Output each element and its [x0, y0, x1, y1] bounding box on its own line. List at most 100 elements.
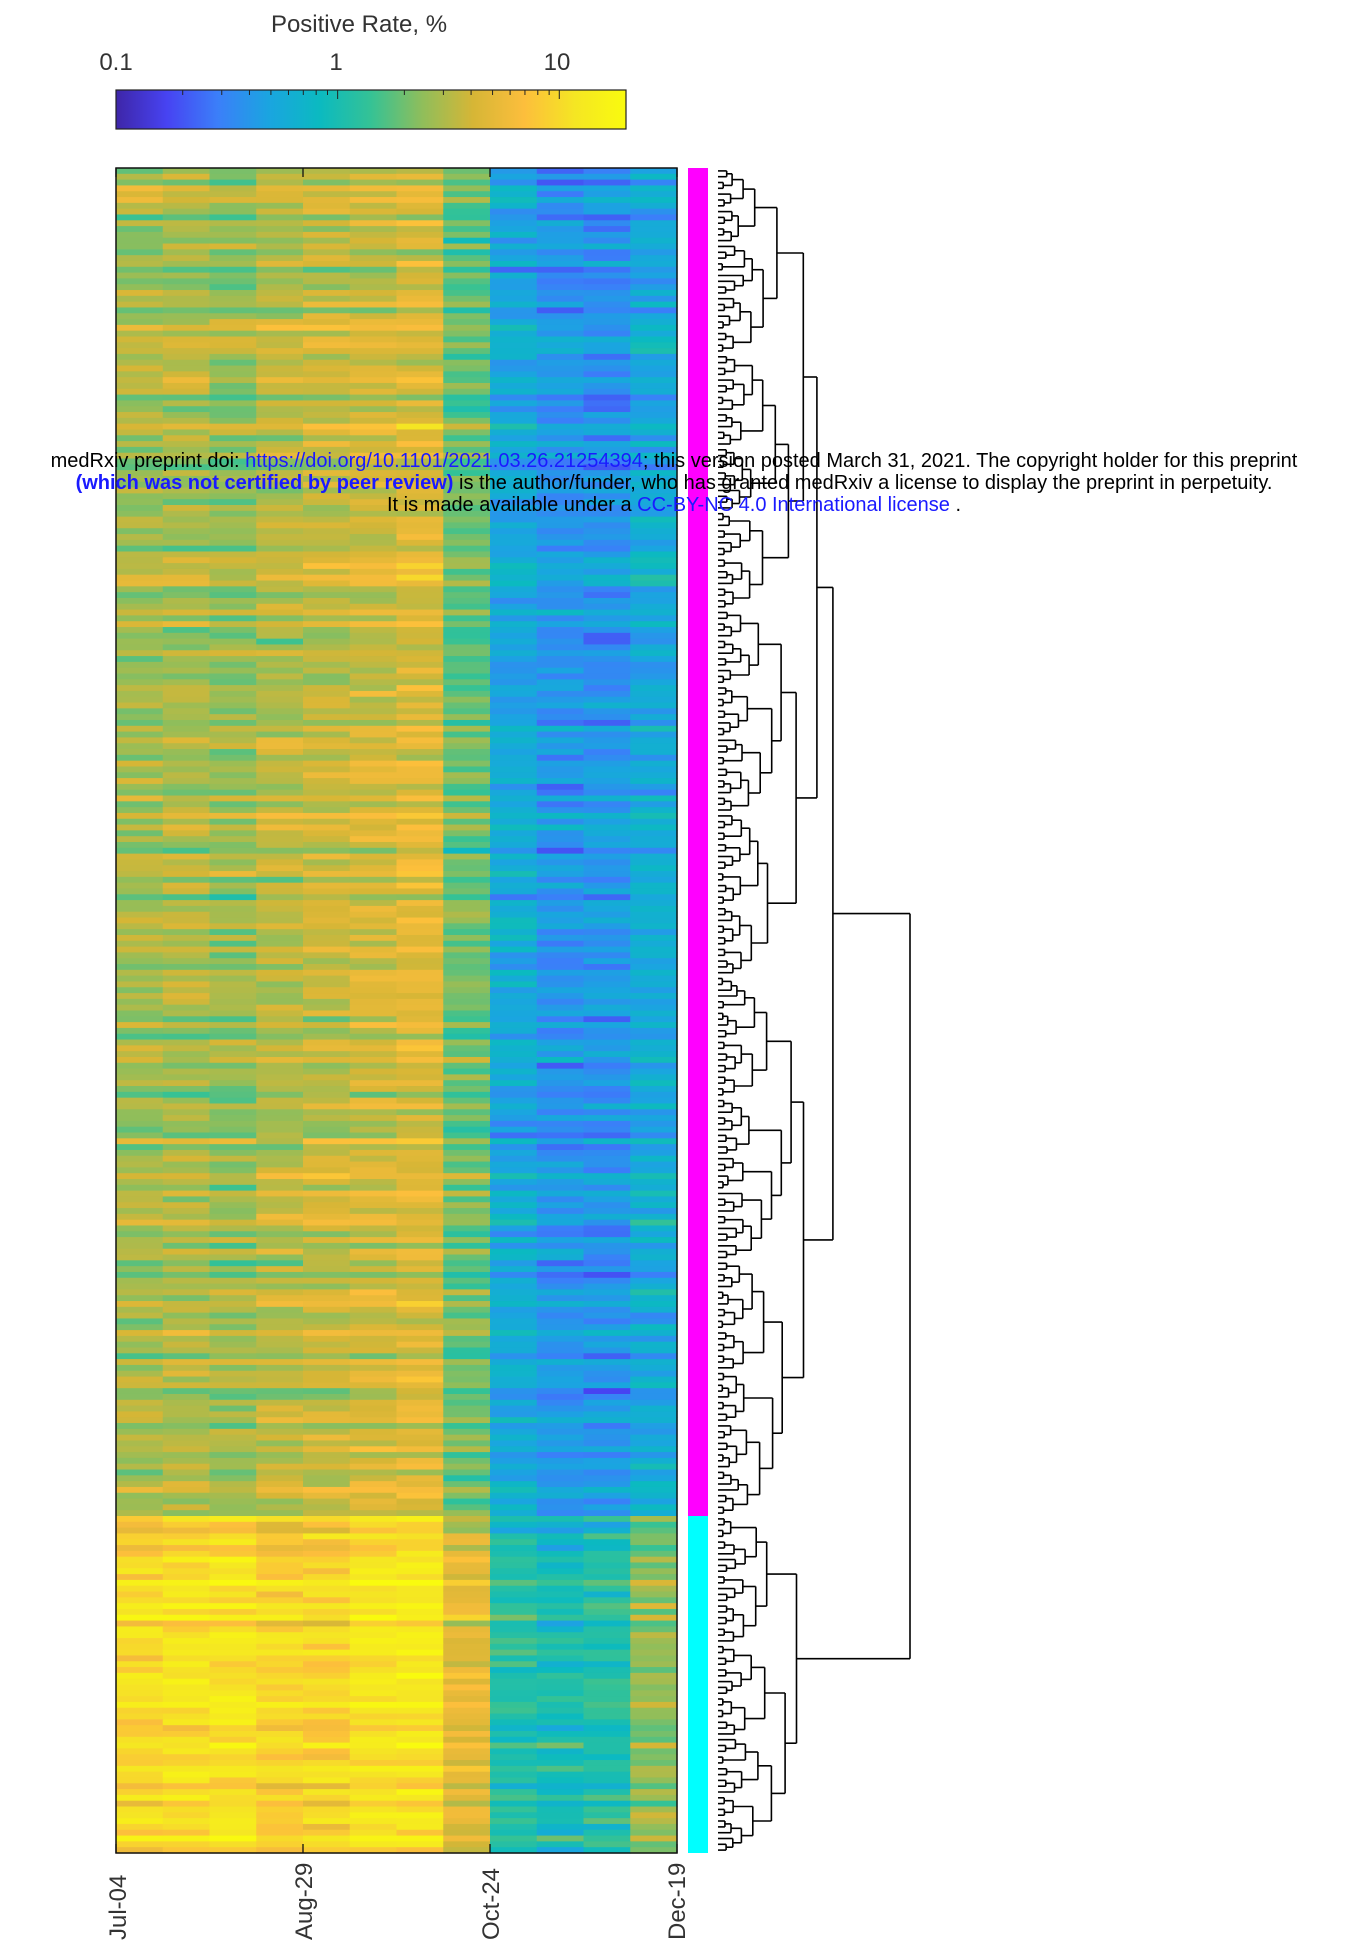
heatmap-cell	[536, 1109, 585, 1116]
heatmap-cell	[209, 423, 257, 431]
heatmap-cell	[583, 1208, 631, 1215]
heatmap-cell	[256, 1556, 304, 1564]
heatmap-cell	[396, 580, 444, 587]
heatmap-cell	[303, 1335, 351, 1343]
heatmap-cell	[349, 708, 398, 715]
heatmap-cell	[209, 1812, 257, 1819]
heatmap-cell	[490, 441, 538, 448]
heatmap-cell	[116, 1033, 164, 1041]
heatmap-cell	[630, 394, 678, 402]
heatmap-cell	[536, 807, 585, 814]
heatmap-cell	[349, 714, 398, 721]
heatmap-cell	[396, 737, 444, 744]
heatmap-cell	[116, 586, 164, 593]
heatmap-cell	[396, 690, 444, 698]
heatmap-cell	[583, 1597, 631, 1604]
heatmap-cell	[209, 667, 257, 675]
heatmap-cell	[116, 1306, 164, 1314]
heatmap-cell	[162, 714, 211, 721]
heatmap-cell	[303, 1771, 351, 1779]
heatmap-cell	[162, 441, 211, 448]
heatmap-cell	[209, 1237, 257, 1244]
heatmap-cell	[396, 801, 444, 808]
heatmap-cell	[396, 708, 444, 715]
heatmap-cell	[349, 1777, 398, 1784]
heatmap-cell	[349, 1760, 398, 1767]
heatmap-cell	[443, 1068, 491, 1076]
heatmap-cell	[443, 400, 491, 407]
heatmap-cell	[536, 1138, 585, 1145]
heatmap-cell	[583, 1004, 631, 1012]
heatmap-cell	[116, 627, 164, 634]
heatmap-cell	[209, 876, 257, 884]
license-link[interactable]: CC-BY-NC 4.0 International license	[637, 494, 950, 516]
heatmap-cell	[256, 766, 304, 773]
heatmap-cell	[256, 964, 304, 971]
heatmap-cell	[303, 539, 351, 547]
heatmap-cell	[256, 1370, 304, 1378]
heatmap-cell	[162, 1463, 211, 1471]
heatmap-cell	[536, 1701, 585, 1709]
heatmap-cell	[256, 412, 304, 419]
heatmap-cell	[583, 522, 631, 529]
heatmap-cell	[490, 1754, 538, 1761]
heatmap-cell	[630, 969, 678, 977]
heatmap-cell	[303, 1161, 351, 1168]
heatmap-cell	[583, 1684, 631, 1691]
heatmap-cell	[630, 987, 678, 994]
heatmap-cell	[349, 1051, 398, 1058]
heatmap-cell	[162, 1103, 211, 1110]
heatmap-cell	[303, 1812, 351, 1819]
heatmap-cell	[630, 923, 678, 930]
doi-link[interactable]: https://doi.org/10.1101/2021.03.26.21254…	[245, 450, 643, 472]
heatmap-cell	[536, 1521, 585, 1529]
heatmap-cell	[536, 1393, 585, 1401]
heatmap-cell	[443, 220, 491, 227]
heatmap-cell	[209, 1591, 257, 1598]
heatmap-cell	[583, 324, 631, 332]
heatmap-cell	[630, 778, 678, 785]
heatmap-cell	[209, 981, 257, 988]
heatmap-cell	[443, 1208, 491, 1215]
heatmap-cell	[162, 603, 211, 611]
heatmap-cell	[443, 382, 491, 390]
heatmap-cell	[256, 1173, 304, 1180]
heatmap-cell	[303, 1498, 351, 1505]
heatmap-cell	[443, 307, 491, 314]
heatmap-cell	[536, 1486, 585, 1494]
heatmap-cell	[443, 1446, 491, 1453]
heatmap-cell	[396, 1597, 444, 1604]
heatmap-cell	[630, 1533, 678, 1540]
heatmap-cell	[536, 214, 585, 221]
heatmap-cell	[490, 789, 538, 797]
heatmap-cell	[583, 1539, 631, 1546]
heatmap-cell	[396, 1347, 444, 1354]
heatmap-cell	[443, 824, 491, 831]
heatmap-cell	[443, 534, 491, 541]
heatmap-cell	[443, 353, 491, 361]
heatmap-cell	[583, 1725, 631, 1732]
heatmap-cell	[443, 1521, 491, 1529]
heatmap-cell	[443, 1004, 491, 1012]
heatmap-cell	[443, 1812, 491, 1819]
heatmap-cell	[256, 1481, 304, 1488]
heatmap-cell	[116, 1242, 164, 1250]
heatmap-cell	[443, 1370, 491, 1378]
heatmap-cell	[443, 969, 491, 977]
heatmap-cell	[303, 1847, 351, 1854]
heatmap-cell	[630, 1103, 678, 1110]
heatmap-cell	[209, 1481, 257, 1488]
heatmap-cell	[209, 353, 257, 361]
heatmap-cell	[630, 563, 678, 570]
heatmap-cell	[256, 1678, 304, 1686]
heatmap-cell	[583, 510, 631, 518]
heatmap-cell	[396, 278, 444, 285]
heatmap-cell	[209, 1289, 257, 1296]
heatmap-cell	[583, 1492, 631, 1500]
heatmap-cell	[490, 1510, 538, 1517]
heatmap-cell	[396, 1086, 444, 1093]
heatmap-cell	[630, 307, 678, 314]
heatmap-cell	[443, 940, 491, 948]
heatmap-cell	[536, 1452, 585, 1459]
dendrogram	[718, 170, 911, 1851]
